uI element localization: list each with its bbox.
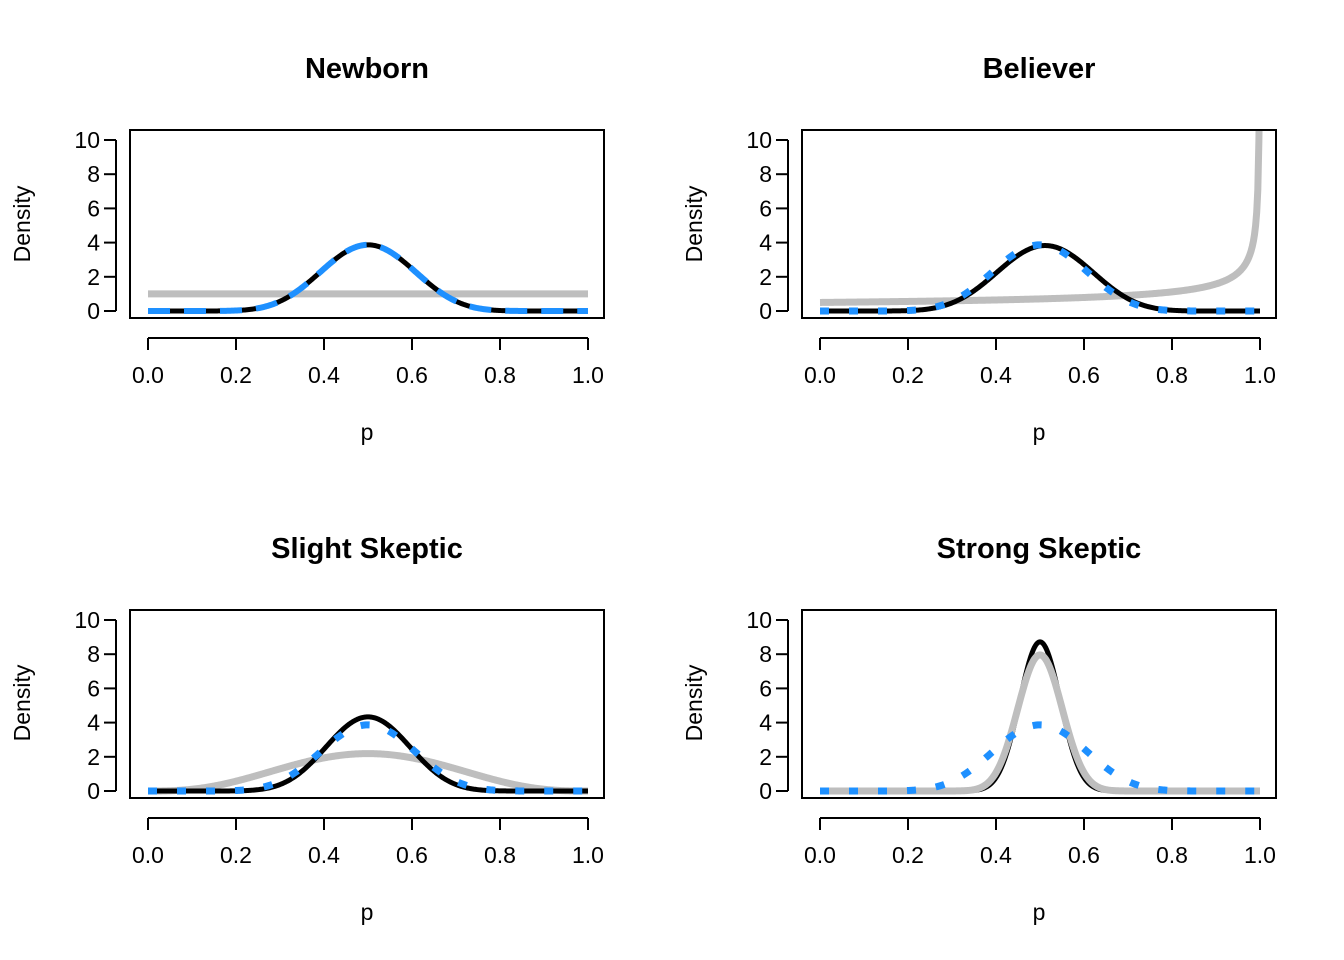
panel-1: 0.0 0.2 0.4 0.6 0.8 1.0 0 2 4 6 8 10 Newborn p Density [9,53,605,445]
x-tick-label: 0.6 [396,842,428,868]
panel-title: Believer [983,53,1096,85]
x-tick-label: 0.2 [892,842,924,868]
series-line-2 [146,714,590,794]
x-tick-label: 0.0 [132,362,164,388]
x-tick-label: 0.4 [308,362,340,388]
x-tick-label: 0.6 [1068,842,1100,868]
x-tick-label: 0.8 [1156,842,1188,868]
panel-title: Slight Skeptic [271,533,463,565]
series-line-3 [817,241,1263,315]
series-group [145,241,591,314]
x-tick-label: 0.0 [132,842,164,868]
y-tick-label: 0 [759,778,772,804]
y-axis-label: Density [681,664,707,741]
series-line-1 [817,130,1263,306]
y-axis-label: Density [9,664,35,741]
plot-frame [801,129,1277,319]
x-tick-label: 0.4 [980,362,1012,388]
y-tick-label: 0 [87,778,100,804]
y-tick-label: 0 [87,298,100,324]
x-tick-label: 0.6 [396,362,428,388]
x-tick-label: 0.2 [220,362,252,388]
series-line-3 [145,721,591,795]
y-tick-label: 6 [87,675,100,701]
series-group [817,130,1263,315]
x-tick-label: 0.0 [804,362,836,388]
x-axis-label: p [361,419,374,445]
panel-title: Newborn [305,53,429,85]
y-tick-label: 10 [746,127,772,153]
series-group [817,639,1263,795]
series-line-2 [817,651,1263,795]
x-axis-label: p [1033,899,1046,925]
y-tick-label: 4 [759,710,772,736]
x-tick-label: 0.6 [1068,362,1100,388]
y-tick-label: 2 [87,744,100,770]
panel-2: 0.0 0.2 0.4 0.6 0.8 1.0 0 2 4 6 8 10 Believer p Densit… [681,53,1277,445]
y-tick-label: 6 [759,675,772,701]
y-tick-label: 8 [759,161,772,187]
x-tick-label: 0.2 [220,842,252,868]
series-line-3 [146,241,590,314]
y-tick-label: 2 [759,264,772,290]
y-tick-label: 6 [87,195,100,221]
y-tick-label: 6 [759,195,772,221]
x-axis-label: p [361,899,374,925]
x-axis-label: p [1033,419,1046,445]
y-tick-label: 10 [74,607,100,633]
x-tick-label: 0.8 [484,362,516,388]
x-tick-label: 0.4 [308,842,340,868]
y-tick-label: 8 [87,641,100,667]
y-tick-label: 4 [87,710,100,736]
y-tick-label: 4 [87,230,100,256]
series-line-1 [145,750,591,795]
y-tick-label: 2 [87,264,100,290]
series-line-2 [146,242,590,314]
panel-3: 0.0 0.2 0.4 0.6 0.8 1.0 0 2 4 6 8 10 Slight Skeptic p… [9,533,605,925]
x-tick-label: 0.0 [804,842,836,868]
y-tick-label: 8 [759,641,772,667]
x-tick-label: 0.8 [484,842,516,868]
y-axis-label: Density [681,185,707,262]
y-tick-label: 10 [74,127,100,153]
series-line-3 [817,721,1263,795]
y-tick-label: 0 [759,298,772,324]
plot-frame [129,609,605,799]
y-tick-label: 10 [746,607,772,633]
x-tick-label: 1.0 [1244,842,1276,868]
x-tick-label: 0.4 [980,842,1012,868]
y-tick-label: 8 [87,161,100,187]
plot-frame [801,609,1277,799]
x-tick-label: 1.0 [572,842,604,868]
panel-title: Strong Skeptic [937,533,1142,565]
y-tick-label: 2 [759,744,772,770]
x-tick-label: 0.8 [1156,362,1188,388]
x-tick-label: 1.0 [572,362,604,388]
panel-4: 0.0 0.2 0.4 0.6 0.8 1.0 0 2 4 6 8 10 Strong Skeptic p… [681,533,1277,925]
y-tick-label: 4 [759,230,772,256]
plot-frame [129,129,605,319]
x-tick-label: 1.0 [1244,362,1276,388]
series-line-1 [818,639,1262,794]
y-axis-label: Density [9,185,35,262]
series-group [145,714,591,795]
x-tick-label: 0.2 [892,362,924,388]
